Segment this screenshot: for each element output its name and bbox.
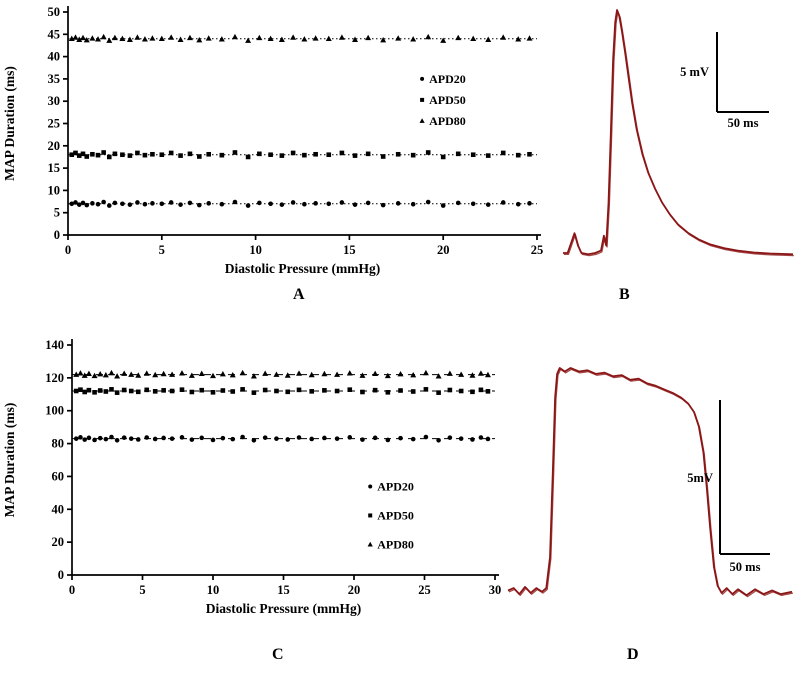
panelB-scalebar: [716, 32, 769, 113]
svg-text:MAP Duration (ms): MAP Duration (ms): [2, 66, 17, 181]
svg-text:140: 140: [45, 338, 64, 352]
svg-text:APD80: APD80: [377, 537, 414, 551]
svg-text:15: 15: [48, 161, 61, 175]
panel-c-svg: 0 20 40 60 80 100 120 140 0 5 10 15 20 25 30 MAP Durati…: [2, 338, 501, 616]
panelC-series-APD80: [73, 369, 491, 379]
svg-text:35: 35: [48, 72, 61, 86]
panelA-series-APD50: [69, 150, 532, 160]
svg-text:15: 15: [343, 243, 356, 257]
svg-text:APD50: APD50: [429, 93, 466, 107]
svg-text:10: 10: [249, 243, 262, 257]
svg-text:5 mV: 5 mV: [680, 65, 709, 79]
panelC-axes: [67, 339, 499, 580]
panelC-legend: APD20 APD50 APD80: [367, 479, 414, 551]
svg-text:50: 50: [48, 5, 61, 19]
panelA-tick-labels: 0 5 10 15 20 25 30 35 40 45 50 0 5 10 15 20 25: [48, 5, 544, 257]
svg-text:25: 25: [418, 583, 431, 597]
svg-text:15: 15: [277, 583, 290, 597]
panelB-scalebar-labels: 5 mV 50 ms: [680, 65, 758, 130]
panel-b-trace-chart: 5 mV 50 ms: [555, 0, 797, 285]
svg-text:40: 40: [48, 50, 61, 64]
svg-text:APD20: APD20: [377, 479, 414, 493]
panel-b-svg: 5 mV 50 ms: [563, 9, 794, 257]
svg-text:Diastolic Pressure (mmHg): Diastolic Pressure (mmHg): [206, 601, 361, 616]
svg-text:30: 30: [48, 94, 61, 108]
svg-text:80: 80: [52, 437, 65, 451]
panelC-series-APD20: [73, 434, 491, 443]
panelA-series-APD20: [69, 199, 532, 208]
svg-text:0: 0: [69, 583, 75, 597]
panelC-axis-titles: MAP Duration (ms) Diastolic Pressure (mmH…: [2, 403, 361, 616]
svg-text:20: 20: [52, 535, 65, 549]
panelC-tick-labels: 0 20 40 60 80 100 120 140 0 5 10 15 20 25 30: [45, 338, 501, 597]
panelB-trace: [563, 9, 794, 256]
panel-d-svg: 5mV 50 ms: [507, 367, 794, 598]
panel-c-label: C: [272, 646, 284, 663]
svg-text:0: 0: [58, 568, 64, 582]
svg-text:20: 20: [348, 583, 361, 597]
svg-text:30: 30: [489, 583, 502, 597]
svg-text:10: 10: [48, 183, 61, 197]
svg-text:120: 120: [45, 371, 64, 385]
svg-text:100: 100: [45, 404, 64, 418]
svg-text:20: 20: [48, 139, 61, 153]
svg-text:APD80: APD80: [429, 114, 466, 128]
svg-text:5: 5: [159, 243, 165, 257]
panel-c-scatter-chart: 0 20 40 60 80 100 120 140 0 5 10 15 20 25 30 MAP Durati…: [0, 330, 520, 630]
panel-a-scatter-chart: 0 5 10 15 20 25 30 35 40 45 50 0 5 10 15 20 25 MAP Durati…: [0, 0, 555, 285]
svg-text:0: 0: [65, 243, 71, 257]
svg-text:25: 25: [531, 243, 544, 257]
panelD-scalebar-labels: 5mV 50 ms: [687, 471, 760, 574]
svg-text:APD50: APD50: [377, 508, 414, 522]
panelA-axes: [63, 6, 541, 240]
panel-d-trace-chart: 5mV 50 ms: [500, 330, 797, 640]
svg-text:50 ms: 50 ms: [728, 116, 759, 130]
panelA-series-APD80: [68, 33, 533, 43]
svg-text:5mV: 5mV: [687, 471, 713, 485]
svg-text:MAP Duration (ms): MAP Duration (ms): [2, 403, 17, 518]
svg-text:20: 20: [437, 243, 450, 257]
svg-text:5: 5: [139, 583, 145, 597]
panelC-series-APD50: [73, 387, 491, 395]
panel-a-label: A: [293, 286, 305, 303]
panel-b-label: B: [619, 286, 630, 303]
panel-d-label: D: [627, 646, 639, 663]
svg-text:40: 40: [52, 502, 65, 516]
panelA-legend: APD20 APD50 APD80: [419, 72, 466, 128]
svg-text:50 ms: 50 ms: [730, 560, 761, 574]
panelA-axis-titles: MAP Duration (ms) Diastolic Pressure (mmH…: [2, 66, 380, 276]
svg-text:Diastolic Pressure (mmHg): Diastolic Pressure (mmHg): [225, 261, 380, 276]
panelB-trace-sweep2: [563, 10, 794, 257]
panelD-scalebar: [719, 400, 770, 555]
svg-text:5: 5: [54, 206, 60, 220]
panelC-trend-lines: [72, 374, 495, 440]
panelA-trend-lines: [68, 38, 537, 205]
svg-text:60: 60: [52, 469, 65, 483]
svg-text:0: 0: [54, 228, 60, 242]
svg-text:10: 10: [207, 583, 220, 597]
svg-text:APD20: APD20: [429, 72, 466, 86]
svg-text:45: 45: [48, 27, 61, 41]
panelD-trace: [507, 367, 793, 597]
svg-text:25: 25: [48, 117, 61, 131]
